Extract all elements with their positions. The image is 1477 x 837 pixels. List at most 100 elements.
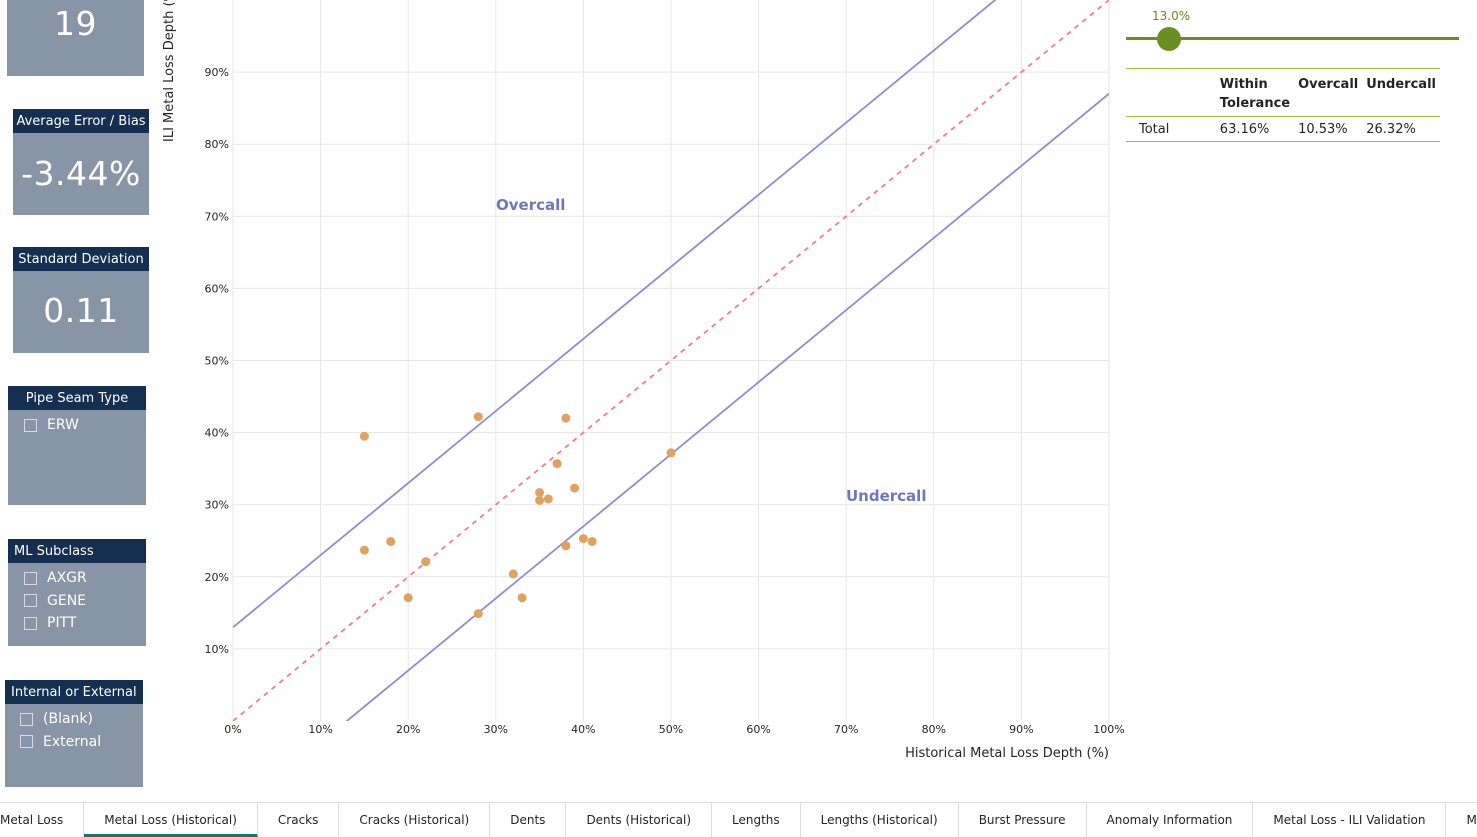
pipe-seam-slicer: Pipe Seam Type ERW [8,386,146,505]
x-axis-title: Historical Metal Loss Depth (%) [905,746,1109,761]
page-tab-bar: Metal Loss Metal Loss (Historical) Cracks C… [0,802,1477,837]
y-tick-label: 80% [205,138,229,151]
data-point[interactable] [535,487,545,497]
table-row: Total 63.16% 10.53% 26.32% [1126,117,1440,142]
data-point[interactable] [473,412,483,422]
tab-metal-loss-ili-validation-historical[interactable]: Metal Loss - ILI Validation (Historical) [1446,803,1477,837]
scatter-chart[interactable]: 0% 10% 20% 30% 40% 50% 60% 70% 80% 90% 100% 10% 20% 3… [160,0,1130,770]
tab-dents[interactable]: Dents [490,803,567,837]
y-tick-label: 30% [205,499,229,512]
upper-tolerance-line [233,0,997,628]
y-tick-label: 50% [205,355,229,368]
count-card: 19 [7,0,144,76]
tab-cracks-historical[interactable]: Cracks (Historical) [339,803,491,837]
undercall-value: 26.32% [1366,122,1416,137]
tab-metal-loss-ili-validation[interactable]: Metal Loss - ILI Validation [1253,803,1447,837]
average-error-title: Average Error / Bias [13,109,149,133]
checkbox[interactable] [24,571,37,585]
slicer-item-blank[interactable]: (Blank) [20,708,101,731]
y-tick-label: 20% [205,571,229,584]
tab-cracks[interactable]: Cracks [258,803,340,837]
x-tick-label: 100% [1093,723,1124,736]
data-point[interactable] [552,459,562,469]
data-point[interactable] [578,534,588,544]
y-tick-label: 70% [205,210,229,223]
data-point[interactable] [570,483,580,493]
x-tick-label: 80% [922,723,946,736]
slicer-item-label: (Blank) [43,711,93,728]
x-tick-label: 50% [659,723,683,736]
checkbox[interactable] [24,418,37,432]
data-point[interactable] [535,495,545,505]
y-tick-label: 90% [205,66,229,79]
tab-metal-loss[interactable]: Metal Loss [0,803,85,837]
header-within-tolerance: Within Tolerance [1219,77,1291,111]
within-value: 63.16% [1219,122,1270,137]
header-undercall: Undercall [1366,77,1436,92]
tab-metal-loss-historical[interactable]: Metal Loss (Historical) [84,803,258,837]
slicer-item-external[interactable]: External [20,731,101,754]
data-point[interactable] [403,593,413,603]
ml-subclass-slicer: ML Subclass AXGR GENE PITT [8,539,146,646]
slicer-item-label: GENE [47,592,87,609]
y-axis-title: ILI Metal Loss Depth (%) [162,0,177,142]
pipe-seam-title: Pipe Seam Type [8,386,146,410]
std-dev-card: Standard Deviation 0.11 [13,247,149,353]
slicer-item-label: External [43,733,102,750]
slicer-item-axgr[interactable]: AXGR [24,567,87,590]
tolerance-slider-thumb[interactable] [1157,27,1181,51]
slicer-item-erw[interactable]: ERW [24,414,79,437]
grid [232,0,1110,721]
data-point[interactable] [561,413,571,423]
checkbox[interactable] [20,735,33,749]
y-tick-label: 10% [205,643,229,656]
x-tick-label: 90% [1009,723,1033,736]
checkbox[interactable] [20,712,33,726]
tab-lengths-historical[interactable]: Lengths (Historical) [801,803,959,837]
checkbox[interactable] [24,594,37,608]
slicer-item-label: AXGR [47,570,87,587]
tab-dents-historical[interactable]: Dents (Historical) [566,803,713,837]
header-blank [1126,69,1216,117]
checkbox[interactable] [24,616,37,630]
data-point[interactable] [517,593,527,603]
data-point[interactable] [359,431,369,441]
header-overcall: Overcall [1298,77,1359,92]
tick-labels: 0% 10% 20% 30% 40% 50% 60% 70% 80% 90% 100% 10% 20% 3… [205,66,1125,736]
average-error-card: Average Error / Bias -3.44% [13,109,149,215]
tab-lengths[interactable]: Lengths [712,803,801,837]
data-point[interactable] [561,541,571,551]
y-tick-label: 60% [205,282,229,295]
data-point[interactable] [359,545,369,555]
ml-subclass-title: ML Subclass [8,539,146,563]
data-point[interactable] [473,609,483,619]
int-ext-title: Internal or External [5,680,143,704]
x-tick-label: 0% [224,723,241,736]
tolerance-slider-track[interactable] [1126,37,1459,40]
data-point[interactable] [666,448,676,458]
average-error-value: -3.44% [21,154,141,193]
overcall-value: 10.53% [1298,122,1348,137]
data-point[interactable] [508,569,518,579]
x-tick-label: 30% [484,723,508,736]
int-ext-slicer: Internal or External (Blank) External [5,680,143,787]
undercall-label: Undercall [846,487,926,505]
data-point[interactable] [386,536,396,546]
std-dev-value: 0.11 [43,291,119,330]
data-point[interactable] [543,494,553,504]
slicer-item-label: PITT [47,615,77,632]
x-tick-label: 20% [396,723,420,736]
x-tick-label: 40% [571,723,595,736]
tolerance-table: Within Tolerance Overcall Undercall Tota… [1126,68,1440,142]
data-points[interactable] [359,412,676,619]
tab-burst-pressure[interactable]: Burst Pressure [959,803,1087,837]
x-tick-label: 10% [308,723,332,736]
x-tick-label: 60% [746,723,770,736]
data-point[interactable] [421,557,431,567]
data-point[interactable] [587,536,597,546]
overcall-label: Overcall [496,196,565,214]
slicer-item-pitt[interactable]: PITT [24,612,87,635]
slicer-item-gene[interactable]: GENE [24,590,87,613]
tab-anomaly-information[interactable]: Anomaly Information [1087,803,1254,837]
x-tick-label: 70% [834,723,858,736]
